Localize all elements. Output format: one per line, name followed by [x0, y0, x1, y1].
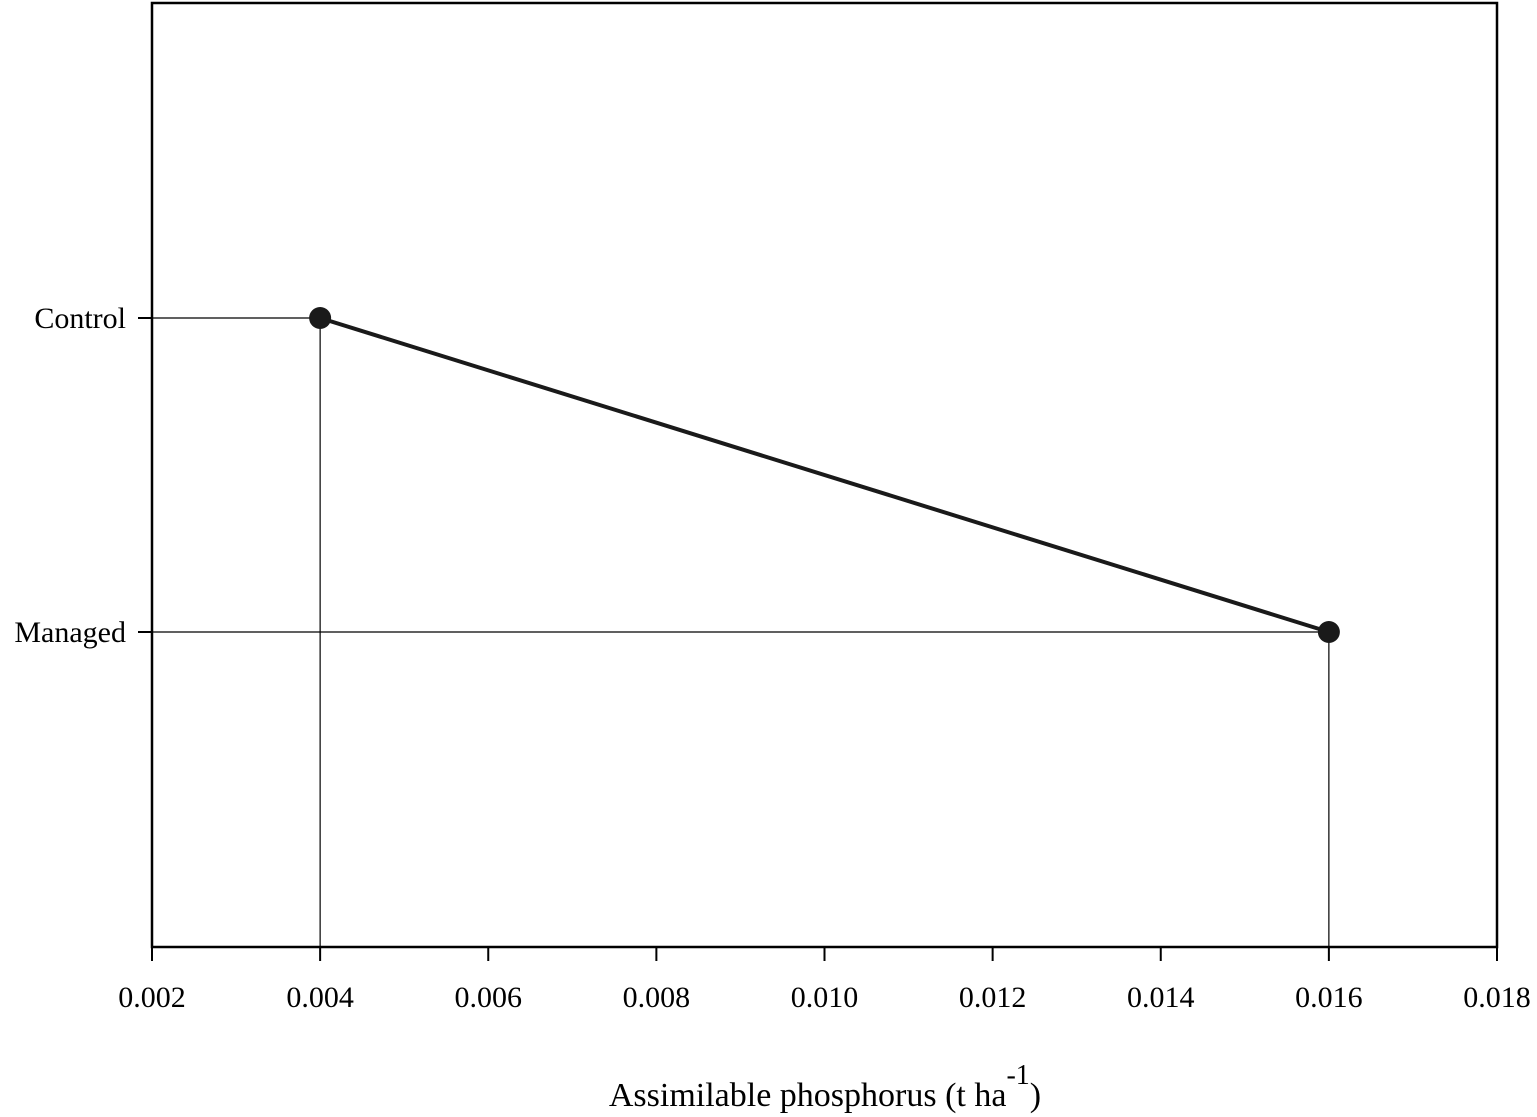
x-axis-title-main: Assimilable phosphorus (t ha [609, 1077, 1007, 1114]
data-point-managed [1317, 621, 1340, 643]
x-tick-label: 0.008 [623, 981, 691, 1014]
data-point-control [309, 307, 332, 329]
x-axis-title-close: ) [1030, 1077, 1041, 1114]
x-tick-label: 0.014 [1127, 981, 1195, 1014]
plot-area: 0.002 0.004 0.006 0.008 0.010 0.012 0.014 0.016… [14, 1, 1531, 1014]
y-tick-label-managed: Managed [14, 616, 126, 649]
x-tick-label: 0.018 [1463, 981, 1531, 1014]
x-axis-title: Assimilable phosphorus (t ha-1) [609, 1060, 1041, 1114]
x-tick-label: 0.016 [1295, 981, 1363, 1014]
x-tick-label: 0.010 [791, 981, 859, 1014]
series-line [319, 316, 1330, 634]
x-tick-label: 0.006 [455, 981, 523, 1014]
x-tick-label: 0.002 [118, 981, 186, 1014]
x-tick-label: 0.004 [286, 981, 354, 1014]
x-axis-title-superscript: -1 [1006, 1060, 1029, 1091]
x-tick-label: 0.012 [959, 981, 1027, 1014]
y-tick-label-control: Control [34, 302, 126, 335]
